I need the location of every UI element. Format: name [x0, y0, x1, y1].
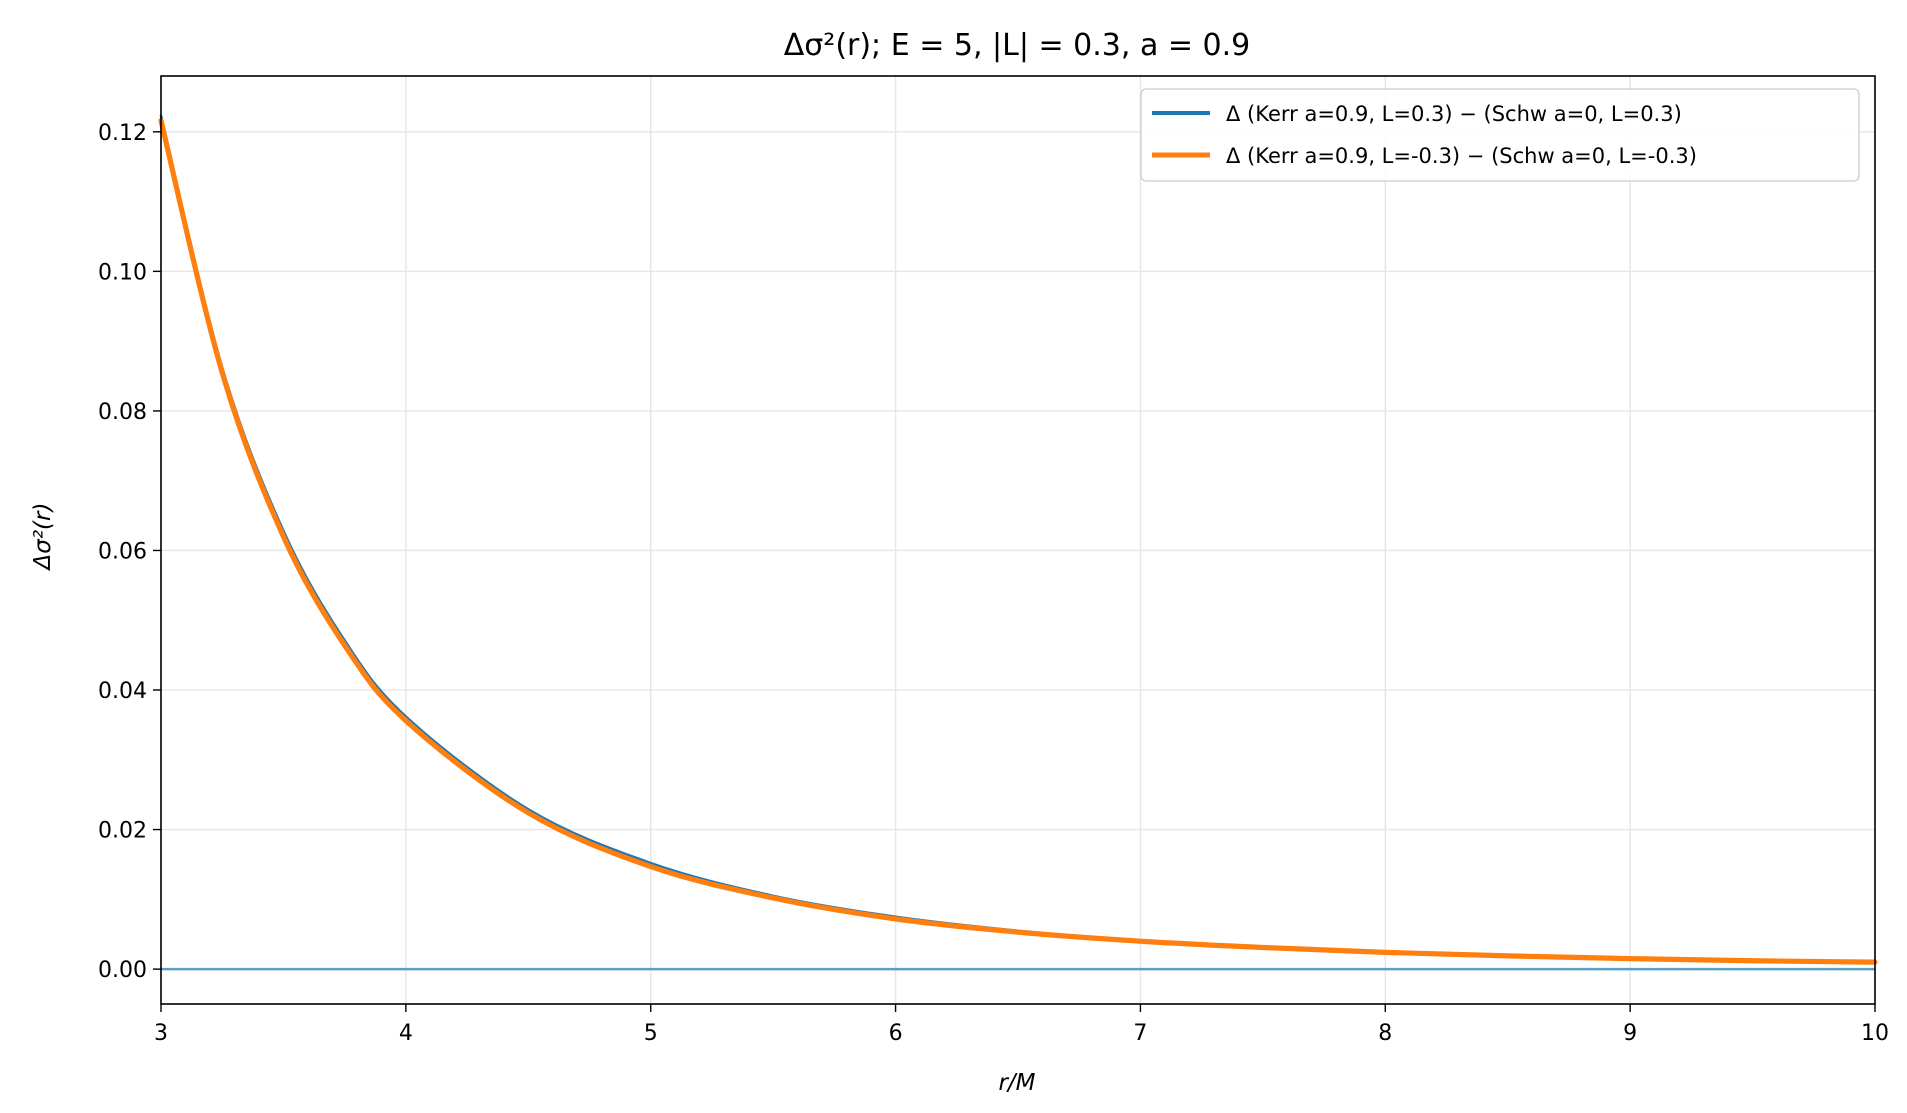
y-tick-label: 0.10	[98, 260, 147, 285]
y-tick-label: 0.02	[98, 819, 147, 844]
series-lines	[158, 114, 1878, 965]
y-tick-label: 0.08	[98, 400, 147, 425]
legend: Δ (Kerr a=0.9, L=0.3) − (Schw a=0, L=0.3…	[1140, 88, 1860, 182]
y-tick-label: 0.00	[98, 958, 147, 983]
legend-label-kerr-l-positive: Δ (Kerr a=0.9, L=0.3) − (Schw a=0, L=0.3…	[1226, 102, 1682, 126]
x-tick-label: 3	[154, 1021, 168, 1046]
series-line-kerr-l-negative	[158, 118, 1878, 965]
chart-title: Δσ²(r); E = 5, |L| = 0.3, a = 0.9	[784, 28, 1251, 63]
x-tick-label: 6	[889, 1021, 903, 1046]
y-axis-ticks: 0.00 0.02 0.04 0.06 0.08 0.10 0.12	[98, 121, 161, 983]
legend-label-kerr-l-negative: Δ (Kerr a=0.9, L=-0.3) − (Schw a=0, L=-0…	[1226, 144, 1697, 168]
y-tick-label: 0.04	[98, 679, 147, 704]
x-tick-label: 8	[1378, 1021, 1392, 1046]
y-tick-label: 0.06	[98, 539, 147, 564]
legend-box	[1140, 88, 1860, 182]
x-tick-label: 9	[1623, 1021, 1637, 1046]
y-tick-label: 0.12	[98, 121, 147, 146]
x-tick-label: 4	[399, 1021, 413, 1046]
x-axis-ticks: 3 4 5 6 7 8 9 10	[154, 1004, 1889, 1046]
x-tick-label: 10	[1861, 1021, 1889, 1046]
x-tick-label: 7	[1133, 1021, 1147, 1046]
x-tick-label: 5	[644, 1021, 658, 1046]
series-line-kerr-l-positive	[159, 114, 1877, 964]
y-axis-label: Δσ²(r)	[30, 503, 56, 572]
x-axis-label: r/M	[998, 1070, 1035, 1096]
plot-area-frame	[160, 75, 1876, 1005]
grid	[160, 76, 1876, 1004]
